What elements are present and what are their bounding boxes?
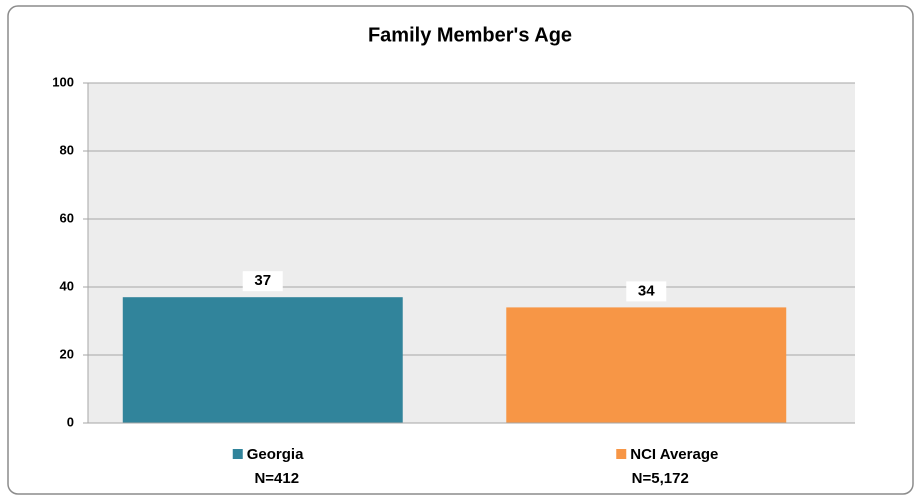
value-label: 34	[638, 282, 655, 299]
value-label-bg	[242, 271, 283, 292]
value-label: 37	[254, 272, 271, 289]
sample-size: N=412	[254, 470, 299, 487]
x-tick-label: Georgia	[247, 446, 304, 463]
bar	[122, 297, 403, 423]
category-swatch	[616, 449, 627, 459]
y-tick-label: 40	[60, 278, 74, 293]
category-swatch	[232, 449, 243, 459]
y-tick-label: 60	[60, 210, 74, 225]
y-tick-label: 0	[67, 414, 74, 429]
chart-title: Family Member's Age	[368, 24, 572, 46]
value-label-bg	[626, 281, 667, 302]
sample-size: N=5,172	[632, 470, 689, 487]
bar	[506, 307, 787, 423]
y-tick-label: 20	[60, 346, 74, 361]
x-tick-label: NCI Average	[630, 446, 718, 463]
y-tick-label: 80	[60, 142, 74, 157]
y-tick-label: 100	[52, 74, 74, 89]
